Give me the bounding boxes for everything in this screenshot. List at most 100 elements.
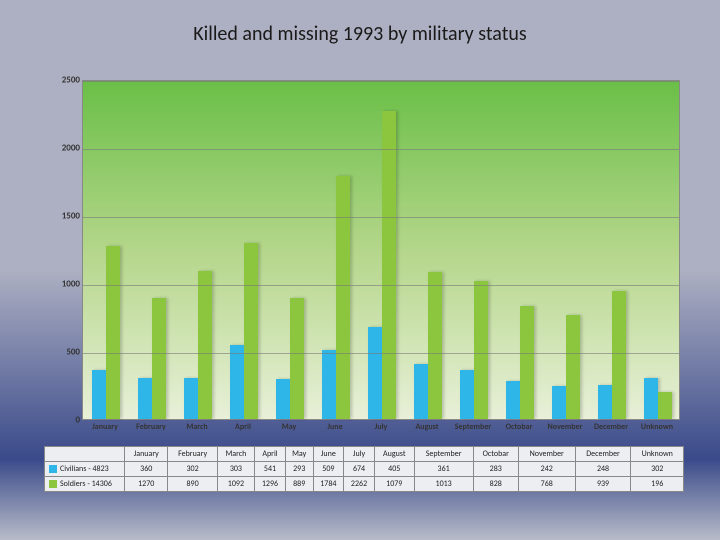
bar — [198, 271, 212, 420]
x-tick-label: November — [548, 422, 583, 432]
bar — [460, 370, 474, 419]
legend-cell: 293 — [285, 462, 313, 477]
legend-row: Soldiers - 14306127089010921296889178422… — [45, 477, 684, 492]
legend-cell: 889 — [285, 477, 313, 492]
plot-area — [82, 80, 680, 420]
legend-swatch — [49, 465, 57, 473]
legend-cell: 360 — [125, 462, 168, 477]
legend-cell: 828 — [473, 477, 518, 492]
y-tick-label: 1500 — [50, 211, 80, 222]
x-tick-label: December — [594, 422, 628, 432]
legend-cell: 1079 — [374, 477, 414, 492]
slide: Killed and missing 1993 by military stat… — [0, 0, 720, 540]
gridline — [83, 149, 679, 150]
legend-col-header: November — [518, 447, 575, 462]
legend-data-table: JanuaryFebruaryMarchAprilMayJuneJulyAugu… — [44, 446, 684, 492]
bar — [184, 378, 198, 419]
bar — [106, 246, 120, 419]
x-tick-label: May — [282, 422, 297, 432]
legend-cell: 674 — [344, 462, 375, 477]
legend-cell: 2262 — [344, 477, 375, 492]
x-tick-label: September — [455, 422, 491, 432]
bar — [658, 392, 672, 419]
x-tick-label: Unknown — [641, 422, 673, 432]
bar — [598, 385, 612, 419]
legend-col-header: December — [575, 447, 631, 462]
legend-cell: 196 — [631, 477, 684, 492]
legend-cell: 939 — [575, 477, 631, 492]
legend-col-header: May — [285, 447, 313, 462]
bar — [152, 298, 166, 419]
legend-cell: 541 — [255, 462, 286, 477]
y-tick-label: 0 — [50, 415, 80, 426]
legend-col-header: September — [414, 447, 473, 462]
legend-cell: 768 — [518, 477, 575, 492]
gridline — [83, 353, 679, 354]
y-tick-label: 2000 — [50, 143, 80, 154]
legend-cell: 890 — [168, 477, 217, 492]
legend-row: Civilians - 4823360 302 303541293509674405… — [45, 462, 684, 477]
bar — [138, 378, 152, 419]
legend-col-header: March — [217, 447, 255, 462]
legend-cell: 1270 — [125, 477, 168, 492]
legend-col-header: April — [255, 447, 286, 462]
bar — [506, 381, 520, 419]
page-title: Killed and missing 1993 by military stat… — [0, 22, 720, 46]
x-tick-label: January — [92, 422, 118, 432]
bar — [414, 364, 428, 419]
legend-col-header: June — [313, 447, 344, 462]
chart-area: JanuaryFebruaryMarchAprilMayJuneJulyAugu… — [44, 80, 684, 445]
legend-col-header: February — [168, 447, 217, 462]
bar — [322, 350, 336, 419]
bar — [244, 243, 258, 419]
legend-cell: 1784 — [313, 477, 344, 492]
x-axis-labels: JanuaryFebruaryMarchAprilMayJuneJulyAugu… — [82, 422, 680, 438]
gridline — [83, 217, 679, 218]
legend-swatch — [49, 480, 57, 488]
legend-col-header: August — [374, 447, 414, 462]
x-tick-label: Octobar — [506, 422, 533, 432]
legend-cell: 248 — [575, 462, 631, 477]
bar — [92, 370, 106, 419]
gridline — [83, 81, 679, 82]
legend-body: Civilians - 4823360 302 303541293509674405… — [45, 462, 684, 492]
bar — [520, 306, 534, 419]
bar — [368, 327, 382, 419]
legend-cell: 242 — [518, 462, 575, 477]
x-tick-label: June — [327, 422, 342, 432]
bar — [612, 291, 626, 419]
legend-cell: 509 — [313, 462, 344, 477]
bar — [276, 379, 290, 419]
legend-col-header: January — [125, 447, 168, 462]
y-tick-label: 500 — [50, 347, 80, 358]
bar — [230, 345, 244, 419]
x-tick-label: March — [186, 422, 207, 432]
legend-corner-cell — [45, 447, 125, 462]
legend-col-header: Octobar — [473, 447, 518, 462]
bar — [336, 176, 350, 419]
x-tick-label: July — [375, 422, 388, 432]
legend-cell: 405 — [374, 462, 414, 477]
legend-cell: 1296 — [255, 477, 286, 492]
legend-cell: 361 — [414, 462, 473, 477]
y-tick-label: 2500 — [50, 75, 80, 86]
legend-series-name: Soldiers - 14306 — [45, 477, 125, 492]
x-tick-label: August — [415, 422, 438, 432]
bar — [382, 111, 396, 419]
bars-layer — [83, 81, 679, 419]
legend-cell: 303 — [217, 462, 255, 477]
bar — [644, 378, 658, 419]
legend-cell: 302 — [631, 462, 684, 477]
bar — [290, 298, 304, 419]
bar — [566, 315, 580, 419]
gridline — [83, 285, 679, 286]
x-tick-label: April — [235, 422, 251, 432]
bar — [552, 386, 566, 419]
legend-cell: 1092 — [217, 477, 255, 492]
legend-series-name: Civilians - 4823 — [45, 462, 125, 477]
bar — [428, 272, 442, 419]
legend-header-row: JanuaryFebruaryMarchAprilMayJuneJulyAugu… — [45, 447, 684, 462]
bar — [474, 281, 488, 419]
legend-col-header: Unknown — [631, 447, 684, 462]
legend-cell: 1013 — [414, 477, 473, 492]
